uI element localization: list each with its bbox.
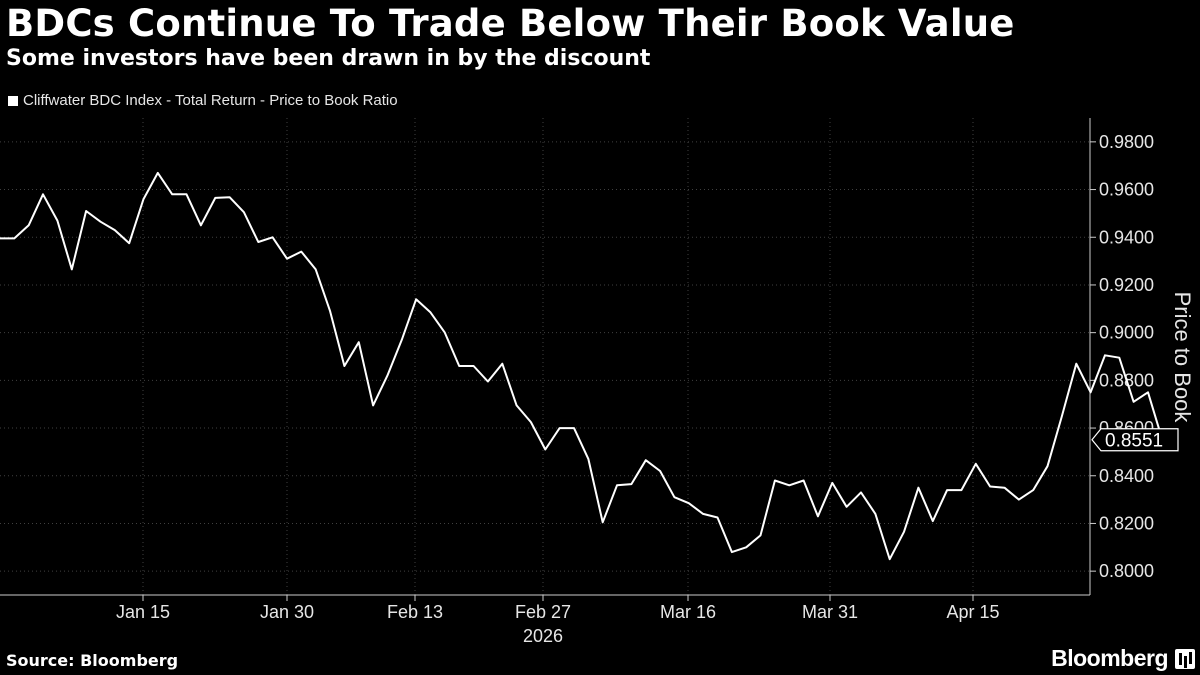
x-tick-label: Mar 31 <box>802 602 858 622</box>
bloomberg-logo: Bloomberg <box>1051 645 1168 671</box>
last-value-label: 0.8551 <box>1105 431 1163 452</box>
y-tick-label: 0.8000 <box>1099 561 1154 581</box>
y-tick-label: 0.9400 <box>1099 227 1154 247</box>
chart-title: BDCs Continue To Trade Below Their Book … <box>6 2 1015 45</box>
y-tick-label: 0.9800 <box>1099 132 1154 152</box>
y-tick-label: 0.9200 <box>1099 275 1154 295</box>
chart-subtitle: Some investors have been drawn in by the… <box>6 46 651 71</box>
x-tick-label: Feb 13 <box>387 602 443 622</box>
bloomberg-terminal-icon <box>1175 649 1195 669</box>
x-tick-label: Apr 15 <box>946 602 999 622</box>
x-tick-label: Mar 16 <box>660 602 716 622</box>
last-value-callout <box>1091 428 1179 452</box>
legend-swatch <box>8 95 18 106</box>
x-tick-label: Jan 30 <box>260 602 314 622</box>
y-tick-label: 0.9600 <box>1099 180 1154 200</box>
y-axis-title: Price to Book <box>1170 292 1195 424</box>
y-tick-label: 0.9000 <box>1099 323 1154 343</box>
x-year-label: 2026 <box>523 626 563 646</box>
source-note: Source: Bloomberg <box>6 651 179 670</box>
legend: Cliffwater BDC Index - Total Return - Pr… <box>8 92 398 109</box>
x-tick-label: Feb 27 <box>515 602 571 622</box>
y-tick-label: 0.8400 <box>1099 466 1154 486</box>
y-tick-label: 0.8200 <box>1099 513 1154 533</box>
legend-label: Cliffwater BDC Index - Total Return - Pr… <box>23 92 398 109</box>
series-line <box>0 171 1177 561</box>
x-tick-label: Jan 15 <box>116 602 170 622</box>
